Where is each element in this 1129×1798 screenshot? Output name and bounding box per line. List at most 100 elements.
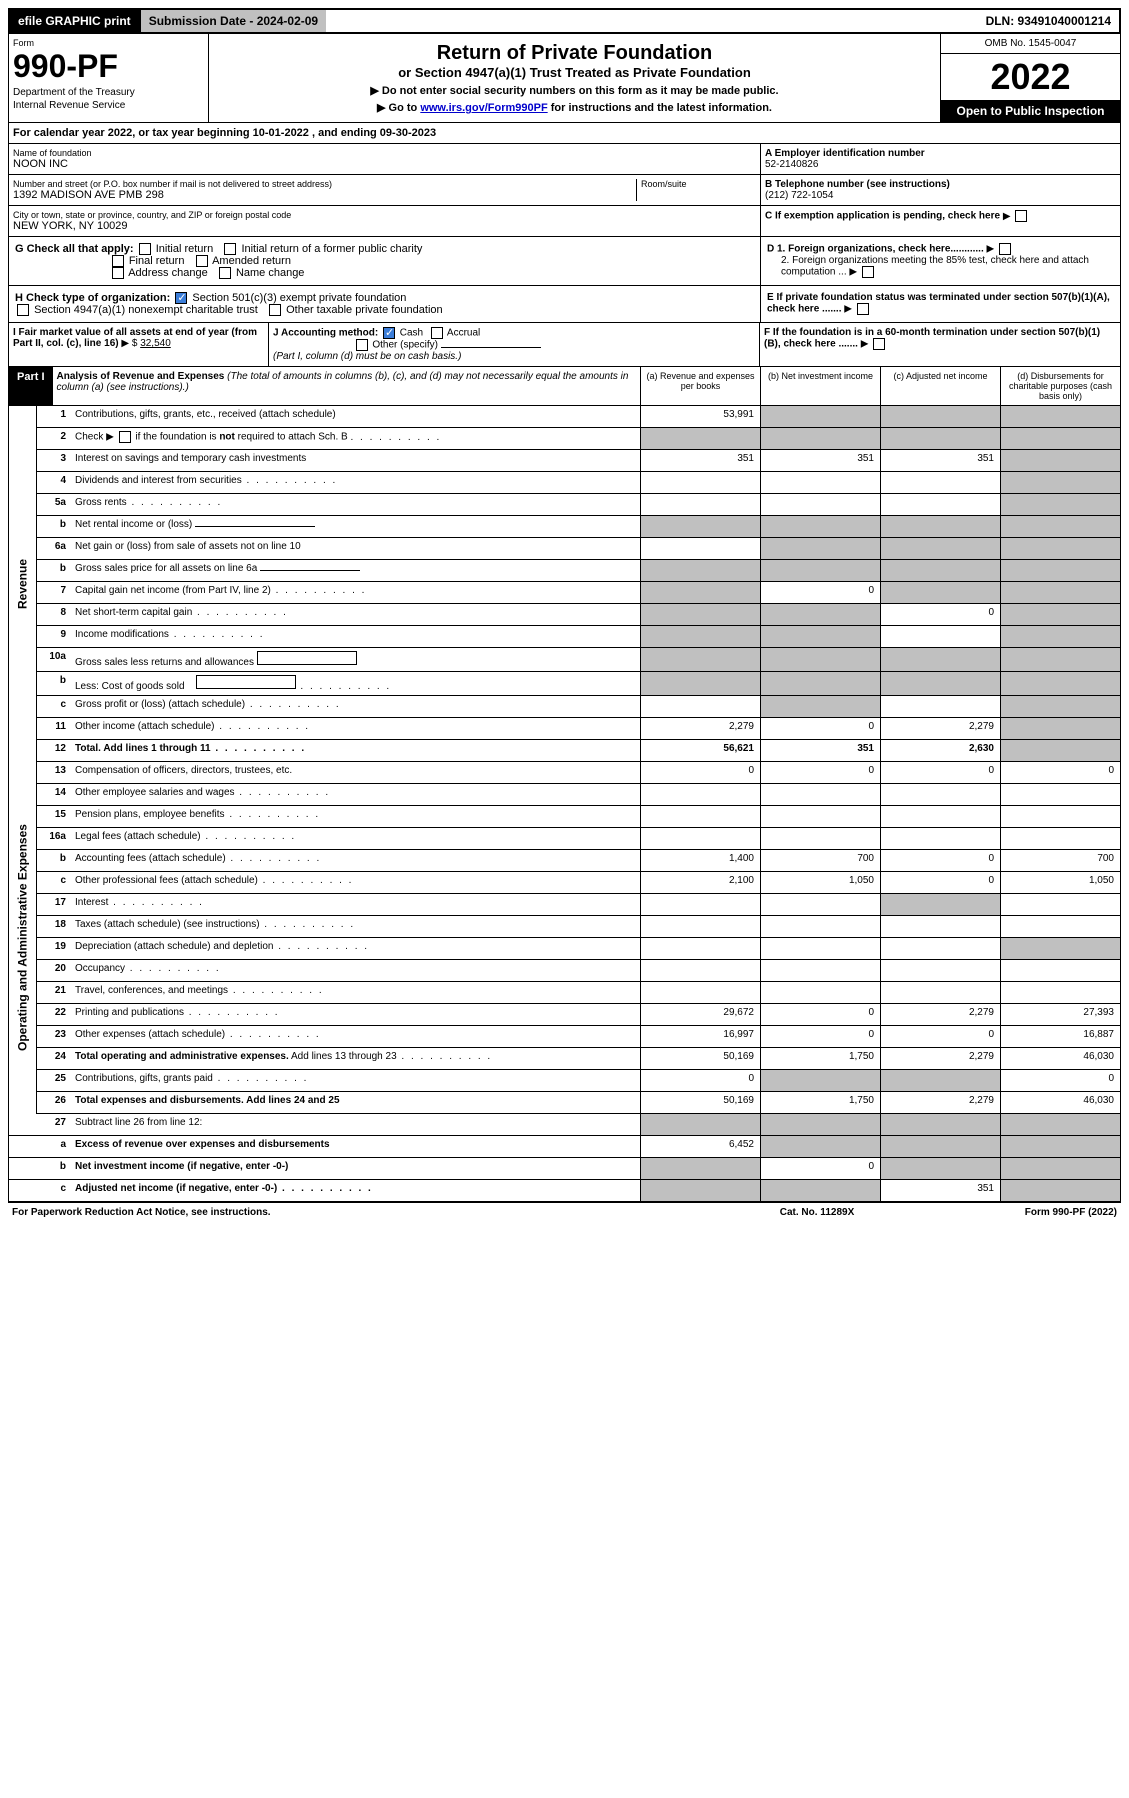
line-3-a: 351: [640, 450, 760, 471]
j-other-checkbox[interactable]: [356, 339, 368, 351]
j-cash-label: Cash: [400, 328, 423, 339]
initial-former-label: Initial return of a former public charit…: [241, 243, 422, 255]
submission-date: Submission Date - 2024-02-09: [139, 10, 326, 32]
name-change-checkbox[interactable]: [219, 267, 231, 279]
d2-checkbox[interactable]: [862, 266, 874, 278]
line-7-b: 0: [760, 582, 880, 603]
efile-print-button[interactable]: efile GRAPHIC print: [10, 10, 139, 32]
form-label: Form: [13, 38, 204, 48]
exemption-label: C If exemption application is pending, c…: [765, 211, 1000, 222]
e-checkbox[interactable]: [857, 303, 869, 315]
line-25-a: 0: [640, 1070, 760, 1091]
ein-label: A Employer identification number: [765, 148, 1116, 159]
line-16b-b: 700: [760, 850, 880, 871]
page-footer: For Paperwork Reduction Act Notice, see …: [8, 1202, 1121, 1222]
line-16b-a: 1,400: [640, 850, 760, 871]
line-27c-desc: Adjusted net income (if negative, enter …: [69, 1180, 640, 1201]
line-27a-a: 6,452: [640, 1136, 760, 1157]
line-27c-c: 351: [880, 1180, 1000, 1201]
line-23-a: 16,997: [640, 1026, 760, 1047]
line-21-desc: Travel, conferences, and meetings: [69, 982, 640, 1003]
footer-form: Form 990-PF (2022): [917, 1207, 1117, 1218]
f-checkbox[interactable]: [873, 338, 885, 350]
city-label: City or town, state or province, country…: [13, 210, 756, 220]
line-27a-desc: Excess of revenue over expenses and disb…: [69, 1136, 640, 1157]
instruction-2: ▶ Go to www.irs.gov/Form990PF for instru…: [217, 101, 932, 114]
phone-value: (212) 722-1054: [765, 190, 1116, 201]
line-17-desc: Interest: [69, 894, 640, 915]
line-6a-desc: Net gain or (loss) from sale of assets n…: [69, 538, 640, 559]
ein-value: 52-2140826: [765, 159, 1116, 170]
j-label: J Accounting method:: [273, 328, 378, 339]
footer-left: For Paperwork Reduction Act Notice, see …: [12, 1207, 717, 1218]
h-other-checkbox[interactable]: [269, 304, 281, 316]
h-501c3-checkbox[interactable]: [175, 292, 187, 304]
exemption-checkbox[interactable]: [1015, 210, 1027, 222]
line-22-d: 27,393: [1000, 1004, 1120, 1025]
j-note: (Part I, column (d) must be on cash basi…: [273, 351, 461, 362]
col-a-header: (a) Revenue and expenses per books: [640, 367, 760, 405]
line-23-b: 0: [760, 1026, 880, 1047]
g-label: G Check all that apply:: [15, 243, 134, 255]
line-16c-b: 1,050: [760, 872, 880, 893]
j-cash-checkbox[interactable]: [383, 327, 395, 339]
part1-header-row: Part I Analysis of Revenue and Expenses …: [8, 367, 1121, 406]
addr-change-checkbox[interactable]: [112, 267, 124, 279]
part1-badge: Part I: [9, 367, 53, 405]
line-23-c: 0: [880, 1026, 1000, 1047]
line-1-desc: Contributions, gifts, grants, etc., rece…: [69, 406, 640, 427]
line-26-c: 2,279: [880, 1092, 1000, 1113]
line-22-desc: Printing and publications: [69, 1004, 640, 1025]
revenue-section: Revenue 1Contributions, gifts, grants, e…: [8, 406, 1121, 762]
irs-link[interactable]: www.irs.gov/Form990PF: [420, 102, 547, 114]
line-13-d: 0: [1000, 762, 1120, 783]
d1-checkbox[interactable]: [999, 243, 1011, 255]
line-3-c: 351: [880, 450, 1000, 471]
line-27b-b: 0: [760, 1158, 880, 1179]
line-12-a: 56,621: [640, 740, 760, 761]
form-header: Form 990-PF Department of the Treasury I…: [8, 34, 1121, 123]
line-15-desc: Pension plans, employee benefits: [69, 806, 640, 827]
line-24-c: 2,279: [880, 1048, 1000, 1069]
line-27-desc: Subtract line 26 from line 12:: [69, 1114, 640, 1135]
line-25-d: 0: [1000, 1070, 1120, 1091]
initial-return-checkbox[interactable]: [139, 243, 151, 255]
line-25-desc: Contributions, gifts, grants paid: [69, 1070, 640, 1091]
line-19-desc: Depreciation (attach schedule) and deple…: [69, 938, 640, 959]
amended-return-checkbox[interactable]: [196, 255, 208, 267]
amended-return-label: Amended return: [212, 255, 291, 267]
initial-former-checkbox[interactable]: [224, 243, 236, 255]
line-16c-c: 0: [880, 872, 1000, 893]
line-10b-desc: Less: Cost of goods sold: [69, 672, 640, 695]
instr2-pre: ▶ Go to: [377, 102, 420, 114]
part1-title: Analysis of Revenue and Expenses: [57, 371, 225, 382]
line-23-desc: Other expenses (attach schedule): [69, 1026, 640, 1047]
room-label: Room/suite: [641, 179, 756, 189]
instruction-1: ▶ Do not enter social security numbers o…: [217, 84, 932, 97]
dln: DLN: 93491040001214: [978, 10, 1119, 32]
line-8-c: 0: [880, 604, 1000, 625]
phone-label: B Telephone number (see instructions): [765, 179, 1116, 190]
line-13-b: 0: [760, 762, 880, 783]
j-other-label: Other (specify): [372, 340, 438, 351]
line-2-checkbox[interactable]: [119, 431, 131, 443]
line-13-a: 0: [640, 762, 760, 783]
col-c-header: (c) Adjusted net income: [880, 367, 1000, 405]
h-4947-label: Section 4947(a)(1) nonexempt charitable …: [34, 304, 258, 316]
addr-change-label: Address change: [128, 267, 208, 279]
street-address: 1392 MADISON AVE PMB 298: [13, 189, 636, 201]
h-4947-checkbox[interactable]: [17, 304, 29, 316]
line-26-d: 46,030: [1000, 1092, 1120, 1113]
j-accrual-checkbox[interactable]: [431, 327, 443, 339]
line-5a-desc: Gross rents: [69, 494, 640, 515]
addr-label: Number and street (or P.O. box number if…: [13, 179, 636, 189]
name-label: Name of foundation: [13, 148, 756, 158]
final-return-checkbox[interactable]: [112, 255, 124, 267]
check-g-section: G Check all that apply: Initial return I…: [8, 237, 1121, 286]
j-accrual-label: Accrual: [447, 328, 480, 339]
form-number: 990-PF: [13, 48, 204, 85]
line-12-desc: Total. Add lines 1 through 11: [69, 740, 640, 761]
line-12-b: 351: [760, 740, 880, 761]
irs-label: Internal Revenue Service: [13, 100, 204, 111]
check-h-section: H Check type of organization: Section 50…: [8, 286, 1121, 323]
